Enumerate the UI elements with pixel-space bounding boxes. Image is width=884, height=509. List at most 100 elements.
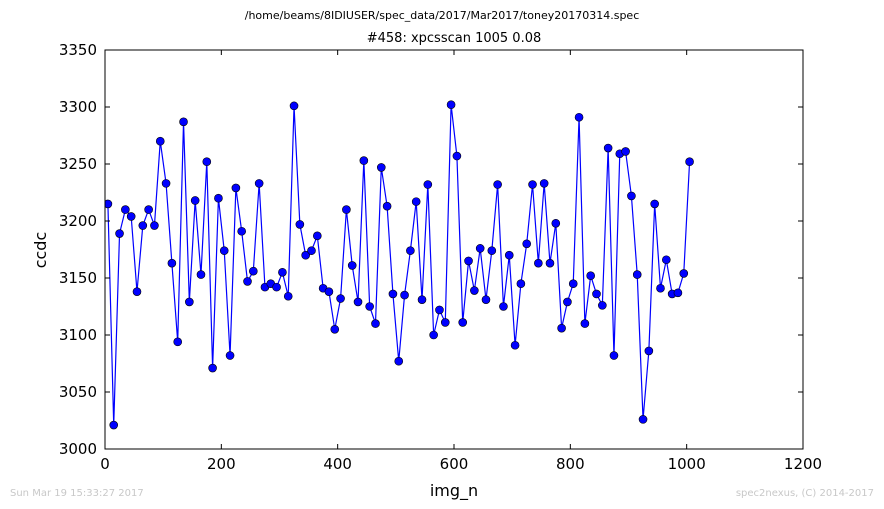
x-tick-label: 0 [100,455,110,473]
data-point [190,196,200,205]
data-point [109,420,119,430]
data-point [301,250,310,260]
footer-timestamp: Sun Mar 19 15:33:27 2017 [10,488,144,499]
data-point [150,221,159,230]
data-point [283,291,293,301]
data-point [568,279,578,289]
data-point [173,337,183,347]
data-point [481,295,491,304]
footer-credit: spec2nexus, (C) 2014-2017 [735,488,874,499]
data-point [504,250,514,260]
data-point [656,283,665,293]
x-tick-label: 400 [323,455,352,473]
data-point [650,199,659,209]
data-point [475,244,485,253]
data-point [225,351,235,360]
data-point [551,218,561,228]
data-point [313,231,322,241]
data-point [563,297,572,307]
data-point [452,151,462,161]
data-point [249,266,258,276]
data-point [545,258,555,268]
data-point [324,287,334,296]
y-tick-label: 3300 [59,98,97,116]
data-point [673,288,683,298]
data-point [539,179,549,188]
data-point [423,180,433,189]
data-point [376,163,386,172]
data-point [243,277,252,286]
data-point [347,261,357,270]
data-point [231,183,241,193]
y-tick-label: 3000 [59,440,97,458]
figure-suptitle: /home/beams/8IDIUSER/spec_data/2017/Mar2… [244,9,640,22]
data-point [307,246,316,255]
data-point [627,191,636,201]
data-point [411,197,421,206]
y-tick-label: 3050 [59,383,97,401]
data-point [440,318,450,327]
data-point [522,239,532,249]
data-point [121,205,130,214]
x-tick-label: 800 [556,455,585,473]
data-point [330,324,340,334]
data-point [493,180,502,189]
data-point [336,294,345,303]
y-tick-label: 3100 [59,326,97,344]
data-point [516,279,526,289]
y-tick-label: 3250 [59,155,97,173]
data-point [185,297,194,307]
data-point [289,101,299,111]
data-point [237,226,246,236]
data-point [196,270,206,279]
data-point [574,112,584,122]
data-point [406,246,415,255]
data-point [510,340,520,350]
data-point [679,269,689,278]
data-point [592,289,601,299]
series-layer [105,100,694,430]
x-tick-label: 1200 [784,455,822,473]
data-point [470,286,479,295]
x-axis-label: img_n [430,481,478,501]
data-point [487,246,497,255]
data-point [295,220,305,229]
data-point [144,205,153,214]
y-tick-label: 3350 [59,41,97,59]
data-point [400,290,409,300]
data-point [580,319,590,328]
data-point [644,346,654,356]
data-point [394,356,404,366]
data-point [632,270,642,279]
data-point [278,267,287,277]
y-tick-label: 3200 [59,212,97,230]
x-tick-label: 600 [440,455,469,473]
data-point [179,117,188,127]
data-point [429,330,438,340]
ticks-layer: 0 200 400 600 800 1000 1200 3000 3050 3100 3150 320… [59,41,822,473]
data-point [464,256,473,266]
data-point [388,289,398,299]
data-point [105,199,113,209]
chart-title: #458: xpcsscan 1005 0.08 [366,31,542,46]
data-point [446,100,456,110]
data-point [254,179,264,188]
data-point [272,282,281,292]
data-point [161,179,171,188]
data-point [126,212,136,221]
data-point [115,229,124,238]
data-point [534,258,543,268]
data-point [155,136,165,146]
data-point [435,305,444,315]
data-point [342,205,351,214]
data-point [603,143,613,153]
data-point [557,323,566,333]
series-line [107,104,691,426]
data-point [598,301,607,310]
data-point [132,287,142,296]
data-point [638,415,648,424]
y-tick-label: 3150 [59,269,97,287]
x-tick-label: 1000 [668,455,706,473]
data-point [219,246,229,255]
